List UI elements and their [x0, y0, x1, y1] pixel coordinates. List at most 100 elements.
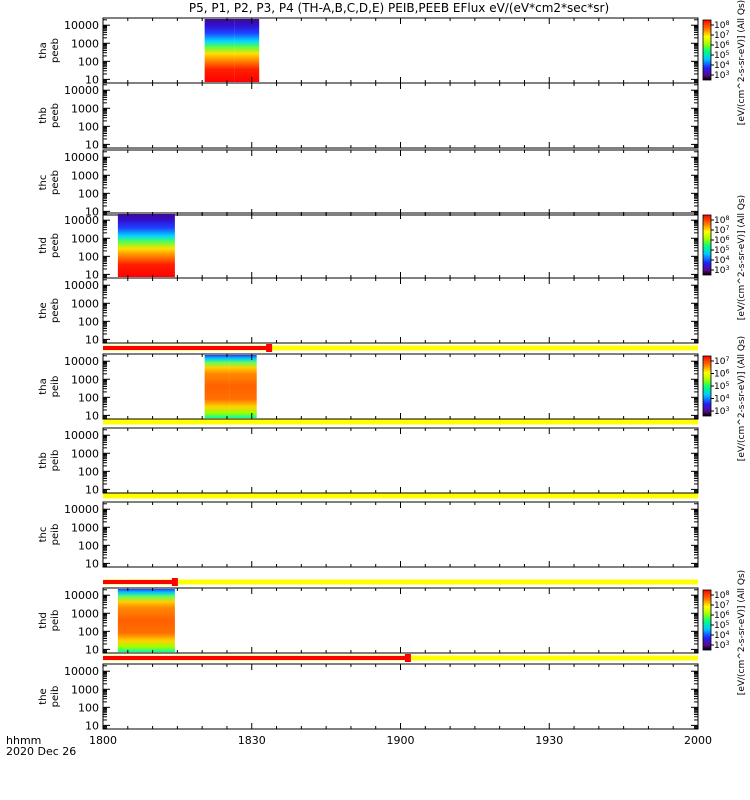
- ylabel-product: peib: [50, 524, 61, 546]
- y-tick-label: 1000: [71, 297, 99, 310]
- mode-bar-red: [103, 656, 408, 660]
- mode-bar: [103, 419, 698, 425]
- colorbar-tick-label: 104: [714, 60, 729, 71]
- panel-thc-peeb: 10 100 1000 10000 thc peeb: [38, 149, 699, 218]
- y-tick-label: 100: [78, 539, 99, 552]
- panel-frame: [102, 82, 699, 149]
- y-tick-label: 10: [85, 138, 99, 151]
- ylabel-probe: thb: [38, 452, 49, 469]
- x-tick-label: 2000: [684, 734, 712, 747]
- panel-frame: [102, 353, 699, 420]
- y-tick-label: 10000: [64, 429, 99, 442]
- colorbar-label: [eV/(cm^2-s-sr-eV)] (All Qs): [737, 570, 747, 695]
- y-tick-label: 10000: [64, 589, 99, 602]
- colorbar-scale: [702, 355, 712, 417]
- ylabel-probe: thb: [38, 107, 49, 124]
- panel-frame: [102, 17, 699, 84]
- spectrogram-block: [229, 355, 257, 418]
- y-tick-label: 10000: [64, 214, 99, 227]
- ylabel-product: peeb: [50, 103, 61, 128]
- y-tick-label: 100: [78, 315, 99, 328]
- y-tick-label: 10: [85, 333, 99, 346]
- colorbar-tick-label: 106: [714, 235, 729, 246]
- mode-bar: [103, 654, 698, 662]
- y-tick-label: 10000: [64, 355, 99, 368]
- y-tick-label: 100: [78, 701, 99, 714]
- y-tick-label: 100: [78, 55, 99, 68]
- y-tick-label: 1000: [71, 37, 99, 50]
- ylabel-probe: the: [38, 302, 49, 318]
- mode-bar-red: [103, 346, 270, 350]
- y-tick-label: 10: [85, 268, 99, 281]
- y-tick-label: 10: [85, 557, 99, 570]
- y-tick-label: 10000: [64, 503, 99, 516]
- y-tick-label: 100: [78, 187, 99, 200]
- y-tick-label: 10: [85, 73, 99, 86]
- colorbar-tick-label: 105: [714, 245, 729, 256]
- panel-thd-peib: 10 100 1000 10000 thd peib: [38, 587, 699, 656]
- ylabel-probe: thd: [38, 612, 49, 629]
- panel-frame: [102, 587, 699, 654]
- colorbar-tick-label: 104: [714, 630, 729, 641]
- mode-bar: [103, 493, 698, 499]
- panel-tha-peeb: 10 100 1000 10000 tha peeb: [38, 17, 699, 86]
- colorbar-tick-label: 108: [714, 215, 729, 226]
- y-tick-label: 10000: [64, 84, 99, 97]
- colorbar-scale: [702, 589, 712, 651]
- y-tick-label: 1000: [71, 607, 99, 620]
- spectrogram-block: [117, 214, 175, 277]
- chart-title: P5, P1, P2, P3, P4 (TH-A,B,C,D,E) PEIB,P…: [189, 1, 609, 15]
- y-tick-label: 1000: [71, 373, 99, 386]
- panel-frame: [102, 277, 699, 344]
- ylabel-product: peib: [50, 610, 61, 632]
- ylabel-product: peib: [50, 686, 61, 708]
- colorbar-tick-label: 107: [714, 356, 729, 367]
- ylabel-product: peib: [50, 376, 61, 398]
- x-tick-label: 1830: [238, 734, 266, 747]
- colorbar-tick-label: 105: [714, 620, 729, 631]
- y-tick-label: 10: [85, 643, 99, 656]
- x-footer-hhmm: hhmm: [6, 734, 41, 747]
- colorbar-label: [eV/(cm^2-s-sr-eV)] (All Qs): [737, 195, 747, 320]
- mode-bar-red: [103, 580, 175, 584]
- ylabel-probe: the: [38, 688, 49, 704]
- colorbar-tick-label: 103: [714, 265, 729, 276]
- ylabel-probe: tha: [38, 378, 49, 394]
- x-tick-label: 1800: [89, 734, 117, 747]
- y-tick-label: 10: [85, 205, 99, 218]
- spectrogram-block: [204, 355, 230, 418]
- panel-tha-peib: 10 100 1000 10000 tha peib: [38, 353, 699, 422]
- mode-bar-yellow: [103, 419, 698, 425]
- y-tick-label: 1000: [71, 232, 99, 245]
- colorbar-tick-label: 105: [714, 381, 729, 392]
- colorbar-tick-label: 103: [714, 406, 729, 417]
- x-footer-date: 2020 Dec 26: [6, 745, 76, 758]
- mode-bar: [103, 578, 698, 586]
- y-tick-label: 10000: [64, 665, 99, 678]
- panel-frame: [102, 663, 699, 730]
- panel-frame: [102, 427, 699, 494]
- colorbar-tick-label: 107: [714, 600, 729, 611]
- mode-bar-yellow: [103, 345, 698, 351]
- panel-thb-peib: 10 100 1000 10000 thb peib: [38, 427, 699, 496]
- mode-bar-marker: [404, 654, 411, 662]
- mode-bar-yellow: [103, 493, 698, 499]
- colorbar-tick-label: 108: [714, 590, 729, 601]
- colorbar-tick-label: 104: [714, 255, 729, 266]
- y-tick-label: 1000: [71, 683, 99, 696]
- mode-bar-marker: [171, 578, 178, 586]
- colorbar-tick-label: 103: [714, 640, 729, 651]
- y-tick-label: 10: [85, 409, 99, 422]
- y-tick-label: 1000: [71, 169, 99, 182]
- x-tick-label: 1900: [387, 734, 415, 747]
- y-tick-label: 100: [78, 625, 99, 638]
- ylabel-product: peeb: [50, 170, 61, 195]
- colorbar-tick-label: 105: [714, 50, 729, 61]
- panel-the-peib: 10 100 1000 10000 the peib: [38, 663, 699, 732]
- mode-bar: [103, 344, 698, 352]
- colorbar-tick-label: 106: [714, 610, 729, 621]
